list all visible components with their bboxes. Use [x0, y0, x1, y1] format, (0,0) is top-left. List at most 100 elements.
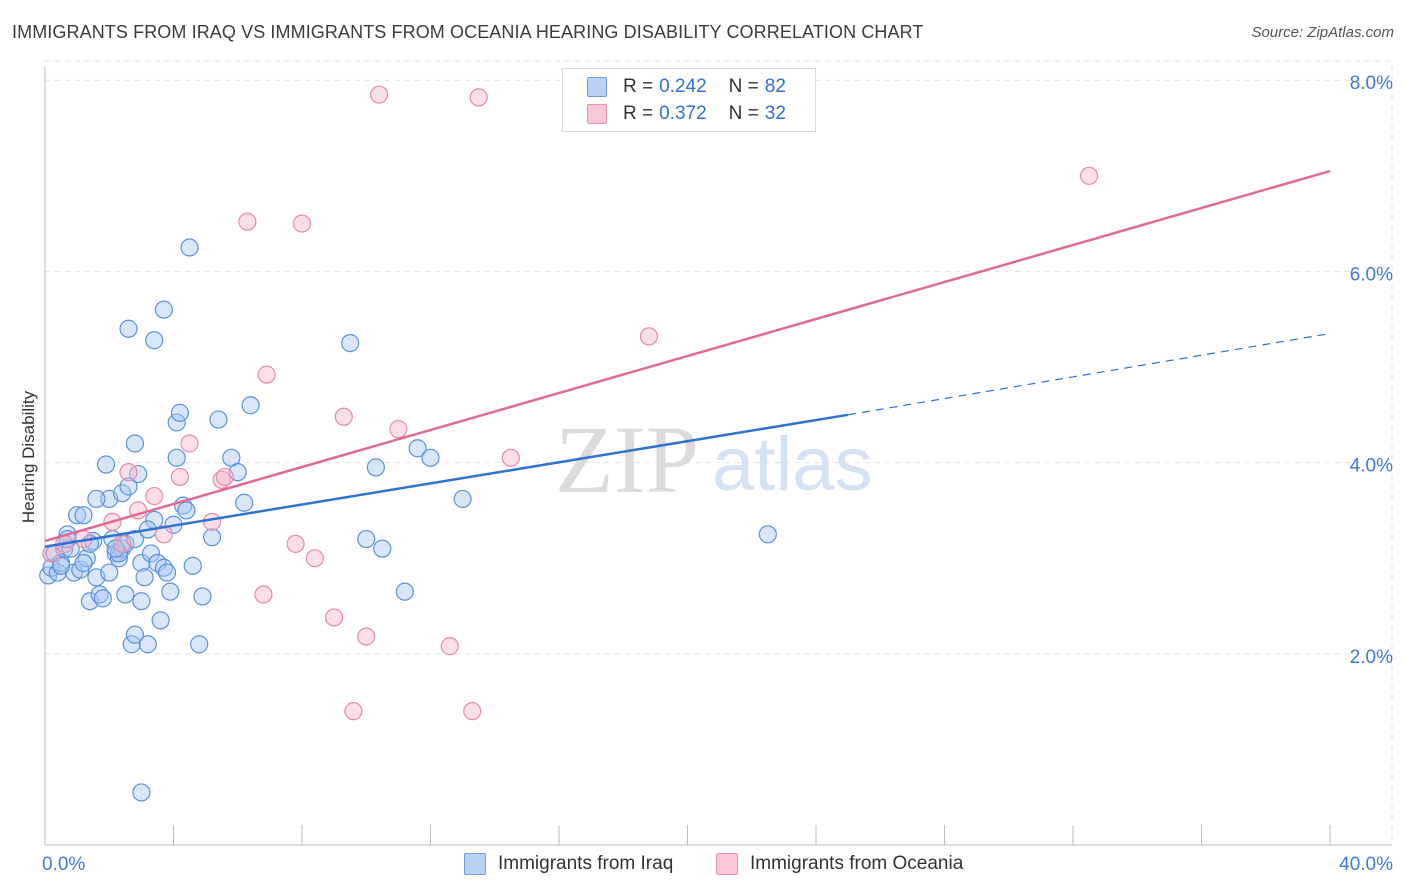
iraq-point [357, 529, 376, 549]
oceania-point [180, 434, 199, 453]
iraq-point [177, 501, 196, 520]
series-legend-label-oceania: Immigrants from Oceania [750, 853, 964, 874]
axes [44, 67, 1392, 846]
iraq-point [209, 410, 228, 429]
iraq-point [157, 563, 177, 582]
correlation-legend: R = 0.242 N = 82 R = 0.372 N = 32 [562, 68, 816, 132]
oceania-point [238, 212, 257, 231]
oceania-point [170, 467, 190, 487]
iraq-point [135, 568, 154, 587]
oceania-point [370, 85, 389, 104]
oceania-point [469, 88, 488, 107]
oceania-point [292, 214, 312, 233]
legend-n-value: 32 [764, 103, 786, 124]
series-legend-swatch-oceania [716, 853, 738, 875]
iraq-point [74, 506, 93, 525]
iraq-point [93, 589, 112, 608]
legend-swatch-iraq [587, 77, 607, 97]
iraq-point [453, 489, 472, 509]
iraq-point [151, 611, 170, 630]
oceania-point [286, 534, 305, 553]
oceania-point [202, 512, 222, 531]
iraq-point [125, 625, 145, 644]
legend-n-label: N = [728, 103, 759, 124]
iraq-point [202, 528, 222, 547]
x-tick-label-min: 0.0% [42, 854, 85, 875]
series-legend-label-iraq: Immigrants from Iraq [498, 853, 674, 874]
iraq-point [125, 434, 145, 453]
series-legend-iraq: Immigrants from Iraq [464, 852, 673, 876]
iraq-point [235, 493, 254, 512]
iraq-point [366, 458, 385, 477]
oceania-point [154, 525, 173, 544]
legend-swatch-oceania [587, 104, 607, 124]
series-legend-swatch-iraq [464, 853, 486, 875]
y-tick-label: 6.0% [1350, 264, 1393, 285]
oceania-point [344, 702, 363, 721]
iraq-point [395, 582, 414, 601]
iraq-point [100, 563, 119, 582]
oceania-point [257, 365, 276, 384]
iraq-point [170, 403, 190, 422]
trend-line-iraq-extension [848, 332, 1331, 416]
iraq-point [112, 484, 132, 503]
iraq-point [116, 585, 135, 604]
oceania-point [639, 327, 659, 346]
series-legend-oceania: Immigrants from Oceania [716, 852, 963, 876]
x-tick-label-max: 40.0% [1339, 854, 1393, 875]
iraq-point [373, 539, 392, 558]
oceania-point [389, 420, 408, 439]
iraq-point [408, 439, 427, 458]
oceania-point [305, 549, 324, 568]
legend-r-value: 0.372 [659, 103, 707, 124]
oceania-point [440, 637, 459, 656]
iraq-point [74, 553, 93, 573]
legend-row-iraq: R = 0.242 N = 82 [587, 75, 786, 99]
iraq-point [132, 592, 151, 611]
iraq-point [138, 635, 157, 654]
iraq-point [193, 587, 212, 606]
iraq-point [154, 300, 173, 319]
iraq-point [341, 334, 360, 353]
y-axis-label: Hearing Disability [19, 390, 38, 523]
trend-lines [44, 169, 1331, 548]
watermark-atlas: atlas [712, 422, 873, 507]
trend-line-oceania [44, 169, 1331, 543]
y-tick-labels: 2.0% 4.0% 6.0% 8.0% [1350, 73, 1393, 668]
oceania-point [119, 463, 138, 482]
iraq-point [241, 396, 260, 415]
iraq-point [758, 525, 777, 544]
iraq-point [87, 489, 106, 509]
trend-line-iraq [44, 413, 849, 548]
legend-row-oceania: R = 0.372 N = 32 [587, 102, 786, 126]
legend-n-label: N = [728, 76, 759, 97]
oceania-point [501, 448, 520, 467]
iraq-point [96, 455, 116, 474]
iraq-point [132, 553, 151, 573]
oceania-point [357, 627, 376, 646]
iraq-point [122, 635, 141, 654]
oceania-point [334, 407, 353, 426]
series-iraq-points [39, 238, 777, 802]
iraq-point [68, 506, 87, 525]
x-tick-labels: 0.0% 40.0% [42, 854, 1393, 875]
legend-r-label: R = [623, 76, 654, 97]
iraq-point [145, 331, 164, 350]
iraq-point [183, 556, 202, 575]
iraq-point [119, 319, 138, 338]
oceania-point [325, 608, 344, 627]
source-credit: Source: ZipAtlas.com [1251, 24, 1394, 41]
legend-r-value: 0.242 [659, 76, 707, 97]
y-tick-label: 4.0% [1350, 456, 1393, 477]
oceania-point [1079, 166, 1099, 185]
iraq-point [141, 544, 161, 563]
oceania-point [463, 702, 482, 721]
oceania-point [112, 534, 132, 553]
legend-n-value: 82 [764, 76, 786, 97]
iraq-point [167, 413, 186, 432]
iraq-point [180, 238, 199, 257]
iraq-point [161, 582, 180, 601]
legend-r-label: R = [623, 103, 654, 124]
y-tick-label: 2.0% [1350, 647, 1393, 668]
